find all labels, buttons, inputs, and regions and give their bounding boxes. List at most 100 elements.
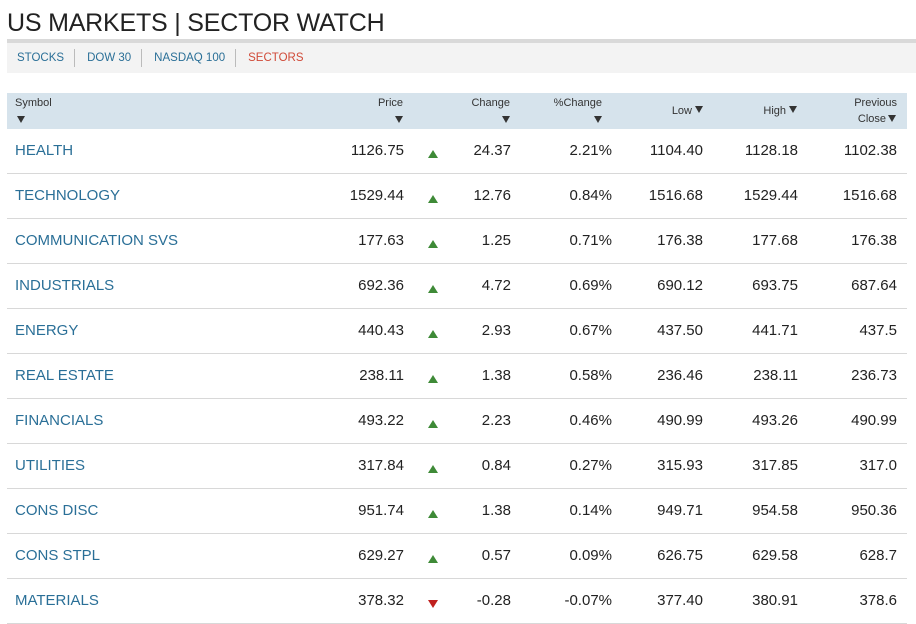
- change-cell: 2.93: [481, 322, 511, 339]
- low-cell: 1516.68: [648, 187, 703, 204]
- up-arrow-icon: [428, 330, 438, 338]
- col-symbol[interactable]: Symbol: [7, 93, 207, 129]
- prev-close-cell: 1516.68: [842, 187, 897, 204]
- low-cell: 176.38: [657, 232, 703, 249]
- sector-name-link[interactable]: CONS DISC: [15, 502, 99, 519]
- col-change-label: Change: [471, 97, 510, 109]
- price-cell: 317.84: [358, 457, 404, 474]
- table-row: MATERIALS 378.32 -0.28 -0.07% 377.40 380.91 37…: [7, 579, 907, 624]
- low-cell: 236.46: [657, 367, 703, 384]
- up-arrow-icon: [428, 240, 438, 248]
- up-arrow-icon: [428, 375, 438, 383]
- table-row: ENERGY 440.43 2.93 0.67% 437.50 441.71 437.5: [7, 309, 907, 354]
- change-cell: 1.38: [481, 367, 511, 384]
- col-high-label: High: [763, 105, 786, 117]
- col-prev-close[interactable]: Previous Close: [807, 93, 902, 129]
- price-cell: 493.22: [358, 412, 404, 429]
- sort-symbol-icon[interactable]: [17, 116, 25, 123]
- price-cell: 692.36: [358, 277, 404, 294]
- price-cell: 951.74: [358, 502, 404, 519]
- page-title: US MARKETS | SECTOR WATCH: [7, 9, 385, 37]
- tab-stocks[interactable]: STOCKS: [17, 52, 65, 64]
- prev-close-cell: 176.38: [851, 232, 897, 249]
- col-low[interactable]: Low: [627, 93, 707, 129]
- col-pct-change[interactable]: %Change: [517, 93, 607, 129]
- table-row: FINANCIALS 493.22 2.23 0.46% 490.99 493.26 490…: [7, 399, 907, 444]
- prev-close-cell: 378.6: [859, 592, 897, 609]
- sort-high-icon[interactable]: [789, 106, 797, 113]
- pct-change-cell: 0.84%: [569, 187, 612, 204]
- sort-low-icon[interactable]: [695, 106, 703, 113]
- sector-name-link[interactable]: MATERIALS: [15, 592, 99, 609]
- price-cell: 629.27: [358, 547, 404, 564]
- pct-change-cell: 2.21%: [569, 142, 612, 159]
- change-cell: 0.57: [481, 547, 511, 564]
- sort-price-icon[interactable]: [395, 116, 403, 123]
- up-arrow-icon: [428, 150, 438, 158]
- col-pct-change-label: %Change: [553, 97, 602, 109]
- tab-sectors[interactable]: SECTORS: [235, 49, 313, 67]
- sector-name-link[interactable]: INDUSTRIALS: [15, 277, 115, 294]
- low-cell: 1104.40: [649, 142, 703, 159]
- high-cell: 441.71: [752, 322, 798, 339]
- table-header: Symbol Price Change %Change Low High Pre…: [7, 93, 907, 129]
- high-cell: 693.75: [752, 277, 798, 294]
- col-change[interactable]: Change: [417, 93, 514, 129]
- prev-close-cell: 317.0: [859, 457, 897, 474]
- sector-name-link[interactable]: REAL ESTATE: [15, 367, 114, 384]
- pct-change-cell: 0.58%: [569, 367, 612, 384]
- sort-pct-change-icon[interactable]: [594, 116, 602, 123]
- sector-name-link[interactable]: ENERGY: [15, 322, 79, 339]
- sector-name-link[interactable]: UTILITIES: [15, 457, 86, 474]
- sector-name-link[interactable]: HEALTH: [15, 142, 74, 159]
- high-cell: 317.85: [752, 457, 798, 474]
- col-high[interactable]: High: [717, 93, 802, 129]
- change-cell: 24.37: [473, 142, 511, 159]
- up-arrow-icon: [428, 285, 438, 293]
- high-cell: 177.68: [752, 232, 798, 249]
- table-row: CONS STPL 629.27 0.57 0.09% 626.75 629.58 628.…: [7, 534, 907, 579]
- change-cell: 12.76: [473, 187, 511, 204]
- low-cell: 315.93: [657, 457, 703, 474]
- down-arrow-icon: [428, 600, 438, 608]
- price-cell: 378.32: [358, 592, 404, 609]
- table-row: TECHNOLOGY 1529.44 12.76 0.84% 1516.68 1529.4…: [7, 174, 907, 219]
- sector-name-link[interactable]: COMMUNICATION SVS: [15, 232, 179, 249]
- table-row: INDUSTRIALS 692.36 4.72 0.69% 690.12 693.75 68…: [7, 264, 907, 309]
- sector-name-link[interactable]: TECHNOLOGY: [15, 187, 121, 204]
- col-symbol-label: Symbol: [15, 97, 52, 109]
- sort-prev-close-icon[interactable]: [888, 115, 896, 122]
- high-cell: 1529.44: [743, 187, 798, 204]
- table-row: COMMUNICATION SVS 177.63 1.25 0.71% 176.38 17…: [7, 219, 907, 264]
- low-cell: 690.12: [657, 277, 703, 294]
- high-cell: 493.26: [752, 412, 798, 429]
- up-arrow-icon: [428, 195, 438, 203]
- sort-change-icon[interactable]: [502, 116, 510, 123]
- pct-change-cell: 0.27%: [569, 457, 612, 474]
- change-cell: 1.25: [481, 232, 511, 249]
- col-low-label: Low: [671, 105, 692, 117]
- pct-change-cell: 0.46%: [569, 412, 612, 429]
- price-cell: 1529.44: [349, 187, 404, 204]
- high-cell: 1128.18: [744, 142, 798, 159]
- col-price[interactable]: Price: [307, 93, 407, 129]
- price-cell: 238.11: [359, 367, 404, 384]
- table-row: UTILITIES 317.84 0.84 0.27% 315.93 317.85 317.…: [7, 444, 907, 489]
- table-row: HEALTH 1126.75 24.37 2.21% 1104.40 1128.18 110…: [7, 129, 907, 174]
- prev-close-cell: 1102.38: [843, 142, 897, 159]
- change-cell: 2.23: [481, 412, 511, 429]
- change-cell: 1.38: [481, 502, 511, 519]
- col-prev-close-label-2: Close: [857, 113, 886, 125]
- pct-change-cell: 0.71%: [569, 232, 612, 249]
- tab-nasdaq-100[interactable]: NASDAQ 100: [141, 49, 235, 67]
- sector-name-link[interactable]: CONS STPL: [15, 547, 101, 564]
- tab-dow-30[interactable]: DOW 30: [74, 49, 141, 67]
- sector-name-link[interactable]: FINANCIALS: [15, 412, 104, 429]
- up-arrow-icon: [428, 510, 438, 518]
- market-nav: STOCKS DOW 30 NASDAQ 100 SECTORS: [7, 39, 916, 73]
- table-body: HEALTH 1126.75 24.37 2.21% 1104.40 1128.18 110…: [7, 129, 907, 624]
- prev-close-cell: 628.7: [859, 547, 897, 564]
- table-row: CONS DISC 951.74 1.38 0.14% 949.71 954.58 950.…: [7, 489, 907, 534]
- low-cell: 437.50: [657, 322, 703, 339]
- pct-change-cell: 0.69%: [569, 277, 612, 294]
